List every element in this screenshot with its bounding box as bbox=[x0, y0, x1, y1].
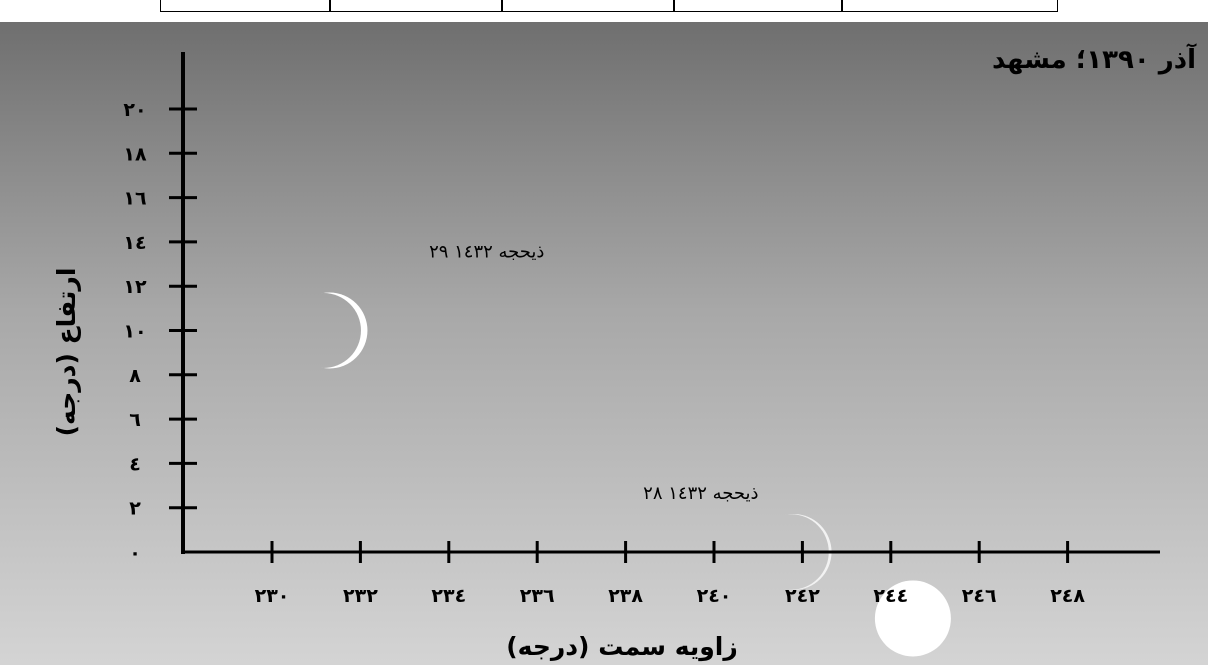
x-tick-label: ۲٤٤ bbox=[873, 585, 908, 607]
y-tick-label: ۱۰ bbox=[123, 321, 146, 343]
y-axis-title: ارتفاع (درجه) bbox=[52, 268, 81, 437]
x-tick-label: ۲۳۸ bbox=[608, 585, 643, 607]
y-tick-label: ۱۲ bbox=[123, 276, 147, 298]
x-tick-label: ۲۳٤ bbox=[431, 585, 466, 607]
table-divider bbox=[673, 0, 675, 12]
x-axis-title: زاویه سمت (درجه) bbox=[506, 632, 738, 662]
moon-date-label: ۲۸ ذیحجه ۱٤۳۲ bbox=[643, 483, 758, 504]
y-tick-label: ۲۰ bbox=[123, 99, 146, 121]
moon-visibility-chart: آذر ۱۳۹۰؛ مشهد ۲۳۰ ۲۳۲ ۲۳٤ ۲۳٦ ۲۳۸ ۲٤۰ ۲٤۲ ۲٤٤ ۲… bbox=[0, 22, 1208, 665]
y-tick-label: ٦ bbox=[129, 409, 141, 431]
x-tick-label: ۲٤٦ bbox=[962, 585, 997, 607]
sky-background bbox=[0, 22, 1208, 665]
top-table-border bbox=[160, 0, 1058, 12]
table-divider bbox=[841, 0, 843, 12]
x-tick-label: ۲۳۲ bbox=[343, 585, 378, 607]
x-tick-label: ۲۳٦ bbox=[520, 585, 555, 607]
x-tick-label: ۲٤۲ bbox=[785, 585, 820, 607]
table-divider bbox=[501, 0, 503, 12]
y-tick-label: ٤ bbox=[129, 453, 141, 475]
chart-title: آذر ۱۳۹۰؛ مشهد bbox=[992, 43, 1197, 75]
y-tick-label: ۰ bbox=[129, 542, 141, 564]
y-tick-label: ۲ bbox=[129, 498, 141, 520]
moon-date-label: ۲۹ ذیحجه ۱٤۳۲ bbox=[429, 242, 544, 263]
table-divider bbox=[329, 0, 331, 12]
y-tick-label: ۸ bbox=[129, 365, 141, 387]
y-tick-label: ۱۸ bbox=[123, 143, 147, 165]
moon-crescent-29 bbox=[291, 292, 368, 369]
x-tick-label: ۲٤۰ bbox=[697, 585, 732, 607]
y-tick-label: ۱٦ bbox=[123, 188, 146, 210]
y-tick-label: ۱٤ bbox=[123, 232, 146, 254]
x-tick-label: ۲٤۸ bbox=[1050, 585, 1085, 607]
x-tick-label: ۲۳۰ bbox=[255, 585, 290, 607]
sun-disc bbox=[874, 580, 951, 657]
